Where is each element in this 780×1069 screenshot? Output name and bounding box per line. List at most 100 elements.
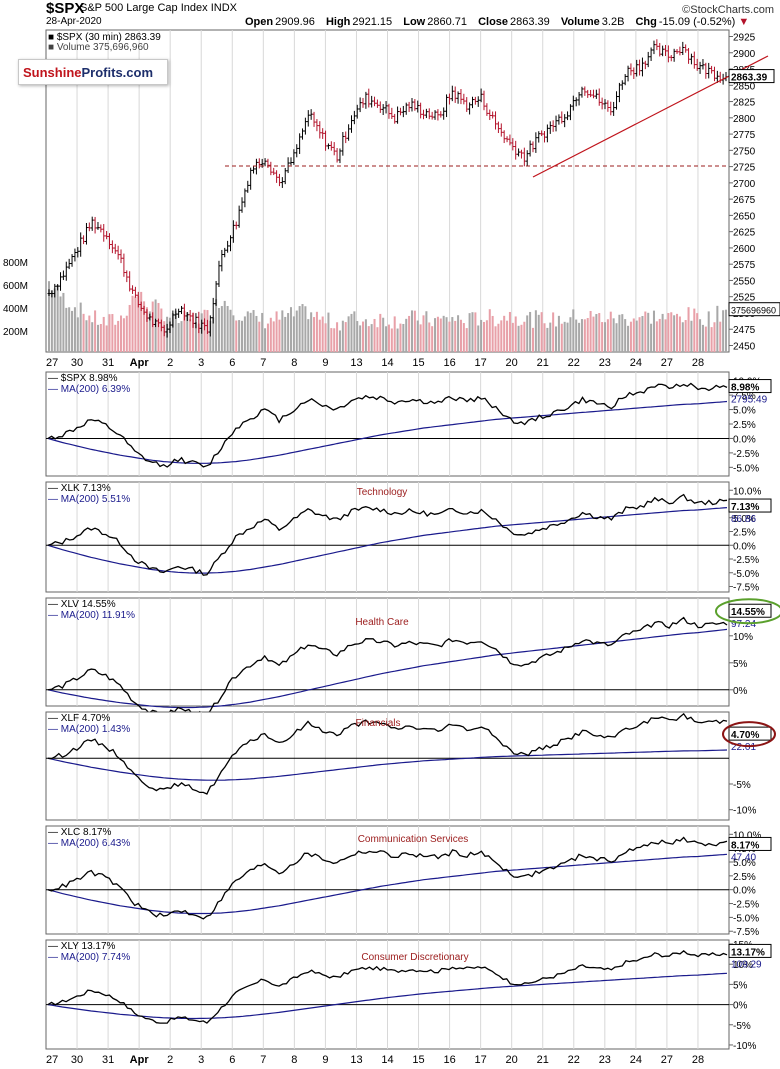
volume-bar (543, 323, 546, 352)
volume-bar (699, 319, 702, 352)
symbol: $SPX (46, 0, 85, 17)
volume-bar (376, 327, 379, 352)
y-tick-label: 0.0% (733, 434, 756, 445)
last-value-box (728, 498, 772, 513)
x-tick-label: 2 (167, 357, 173, 369)
volume-bar (506, 320, 509, 352)
y-tick-label: 2.5% (733, 872, 756, 883)
volume-bar (491, 315, 494, 352)
ma-legend: — MA(200) 11.91% (48, 610, 135, 621)
volume-bar (569, 317, 572, 352)
last-value-label: 13.17% (731, 947, 765, 958)
series-legend: — XLF 4.70% (48, 713, 110, 724)
volume-bar (269, 317, 272, 352)
volume-bar (526, 315, 529, 352)
volume-bar (557, 315, 560, 352)
volume-bar (275, 311, 278, 352)
sector-label: Communication Services (358, 834, 469, 845)
volume-bar (425, 311, 428, 352)
volume-bar (724, 309, 728, 352)
x-tick-label: 7 (260, 357, 266, 369)
volume-bar (304, 306, 307, 352)
volume-bar (353, 311, 356, 352)
volume-bar (681, 322, 684, 352)
x-tick-label: 7 (260, 1054, 266, 1066)
volume-bar (583, 319, 586, 352)
panel-xly: 15%10%5%0%-5%-10%13.17%109.29— XLY 13.17… (45, 939, 772, 1052)
y-tick-label: -5.0% (733, 463, 759, 474)
volume-bar (658, 318, 661, 352)
volume-bar (53, 288, 56, 352)
y-tick-label: -5.0% (733, 913, 759, 924)
volume-tick-label: 600M (3, 281, 28, 292)
volume-bar (722, 310, 725, 352)
stockcharts-credit[interactable]: StockCharts.com (682, 4, 774, 16)
volume-bar (137, 295, 140, 352)
volume-bar (531, 327, 534, 352)
volume-bar (575, 319, 578, 352)
volume-bar (687, 307, 690, 352)
ma-last-label: 109.29 (731, 959, 762, 970)
ma200-line (47, 749, 728, 781)
volume-bar (229, 309, 232, 352)
volume-bar (62, 292, 65, 352)
volume-bar (635, 320, 638, 352)
volume-tick-label: 200M (3, 327, 28, 338)
volume-bar (192, 312, 195, 352)
volume-bar (105, 325, 108, 352)
volume-bar (194, 322, 197, 352)
ma-last-label: 2795.49 (731, 395, 768, 406)
volume-bar (258, 321, 261, 352)
sector-label: Health Care (355, 617, 409, 628)
volume-bar (598, 313, 601, 352)
volume-bar (168, 317, 172, 352)
volume-bars (47, 281, 728, 352)
volume-bar (301, 304, 304, 352)
x-tick-label: 6 (229, 357, 235, 369)
volume-bar (261, 312, 264, 352)
volume-bar (393, 316, 396, 352)
y-tick-label: 2675 (733, 195, 756, 206)
x-tick-label: 16 (443, 1054, 455, 1066)
y-tick-label: -2.5% (733, 900, 759, 911)
volume-bar (266, 323, 269, 352)
volume-bar (523, 321, 526, 352)
panel-xlf: 5%-5%-10%4.70%22.01— XLF 4.70%— MA(200) … (45, 711, 776, 821)
y-tick-label: 5% (733, 659, 748, 670)
volume-bar (255, 315, 258, 352)
volume-bar (719, 321, 722, 352)
volume-bar (514, 316, 517, 352)
relative-performance-line (47, 836, 728, 920)
volume-bar (385, 326, 388, 352)
volume-bar (145, 307, 148, 352)
y-tick-label: 10.0% (733, 830, 761, 841)
ma200-line (47, 628, 728, 709)
volume-bar (313, 317, 316, 352)
volume-bar (390, 328, 393, 352)
volume-bar (638, 317, 641, 352)
volume-bar (416, 320, 419, 352)
volume-bar (422, 315, 425, 352)
volume-bar (324, 323, 327, 352)
volume-bar (442, 315, 445, 352)
y-tick-label: 2700 (733, 179, 756, 190)
volume-bar (572, 309, 575, 352)
volume-bar (399, 323, 402, 352)
volume-bar (494, 326, 497, 352)
volume-bar (79, 302, 82, 352)
volume-bar (500, 320, 503, 352)
volume-bar (148, 311, 151, 352)
volume-tick-label: 800M (3, 258, 28, 269)
volume-bar (439, 318, 442, 352)
volume-tick-label: 400M (3, 304, 28, 315)
volume-bar (111, 314, 114, 352)
volume-bar (56, 284, 59, 352)
volume-bar (249, 312, 252, 352)
y-tick-label: 2725 (733, 163, 756, 174)
volume-bar (177, 323, 180, 352)
volume-bar (341, 320, 344, 352)
panel-xlk: 10.0%7.5%5.0%2.5%0.0%-2.5%-5.0%-7.5%7.13… (45, 481, 772, 594)
volume-bar (344, 322, 347, 352)
volume-bar (235, 320, 238, 352)
